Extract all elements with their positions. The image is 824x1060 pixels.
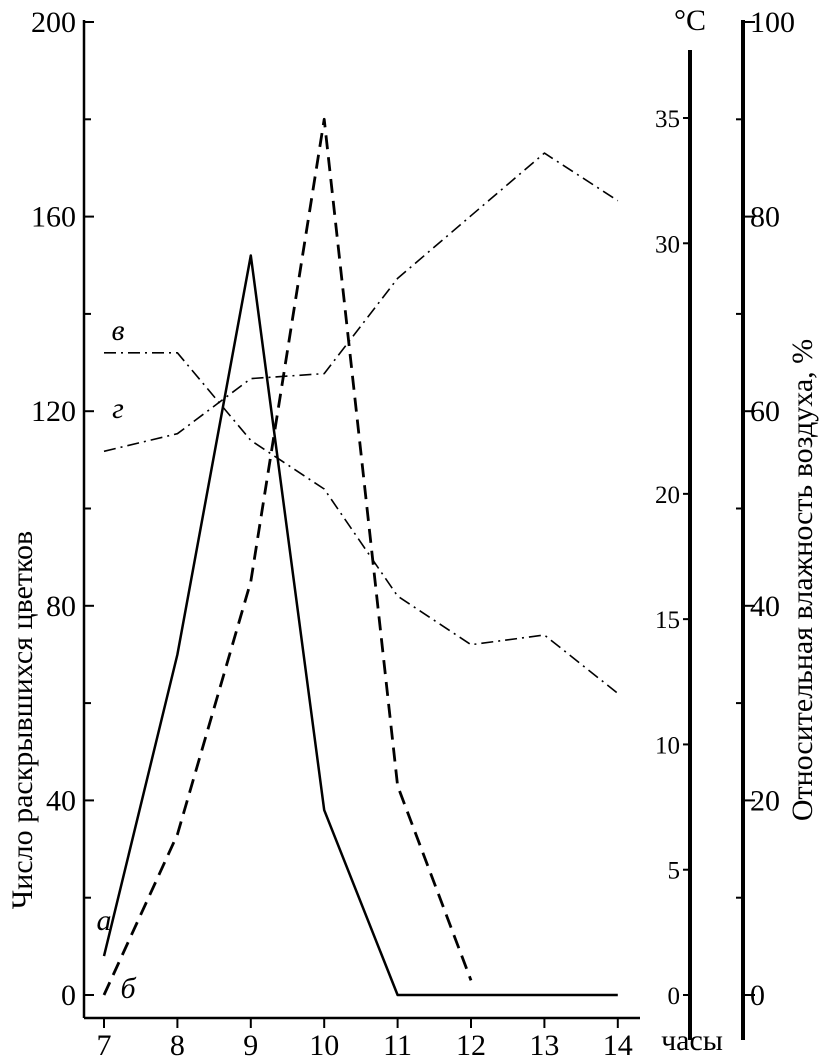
series-line-г — [103, 152, 619, 453]
temp-tick-label: 35 — [655, 106, 680, 133]
temp-ticks: 0 5 10 15 20 30 35 — [655, 106, 690, 1010]
temperature-unit-label: °C — [674, 4, 706, 37]
temp-tick-label: 15 — [655, 607, 680, 634]
series-line-а — [102, 254, 618, 997]
series-label: а — [97, 904, 112, 937]
humidity-tick-label: 40 — [750, 590, 780, 623]
humidity-tick-label: 60 — [750, 395, 780, 428]
series-line-б — [102, 117, 473, 996]
temp-tick-label: 20 — [655, 482, 680, 509]
humidity-tick-label: 80 — [750, 201, 780, 234]
left-axis-title: Число раскрывшихся цветков — [6, 531, 39, 909]
x-tick-label: 13 — [529, 1029, 559, 1060]
left-tick-label: 160 — [31, 201, 76, 234]
left-tick-label: 120 — [31, 395, 76, 428]
series-labels: а б в г — [97, 314, 137, 1005]
x-tick-label: 10 — [309, 1029, 339, 1060]
humidity-ticks: 0 20 40 60 80 100 — [736, 6, 795, 1012]
x-tick-label: 12 — [456, 1029, 486, 1060]
humidity-axis-title: Относительная влажность воздуха, % — [786, 339, 819, 821]
x-tick-label: 14 — [603, 1029, 633, 1060]
x-tick-label: 7 — [97, 1029, 112, 1060]
left-tick-label: 80 — [46, 590, 76, 623]
temp-tick-label: 30 — [655, 231, 680, 258]
humidity-tick-label: 0 — [750, 979, 765, 1012]
series-label: г — [112, 392, 124, 425]
temp-tick-label: 0 — [668, 983, 681, 1010]
left-tick-label: 200 — [31, 6, 76, 39]
x-tick-label: 11 — [383, 1029, 412, 1060]
series-lines — [102, 117, 619, 997]
x-ticks: 7 8 9 10 11 12 13 14 — [97, 1018, 633, 1060]
series-label: б — [120, 972, 136, 1005]
x-tick-label: 8 — [170, 1029, 185, 1060]
series-label: в — [111, 314, 124, 347]
x-tick-label: 9 — [243, 1029, 258, 1060]
left-tick-label: 0 — [61, 979, 76, 1012]
humidity-tick-label: 20 — [750, 784, 780, 817]
temp-tick-label: 5 — [668, 858, 681, 885]
series-line-в — [104, 351, 619, 695]
left-tick-label: 40 — [46, 784, 76, 817]
x-axis-unit-label: часы — [661, 1024, 723, 1057]
humidity-tick-label: 100 — [750, 6, 795, 39]
left-ticks: 0 40 80 120 160 200 — [31, 6, 94, 1012]
temp-tick-label: 10 — [655, 732, 680, 759]
